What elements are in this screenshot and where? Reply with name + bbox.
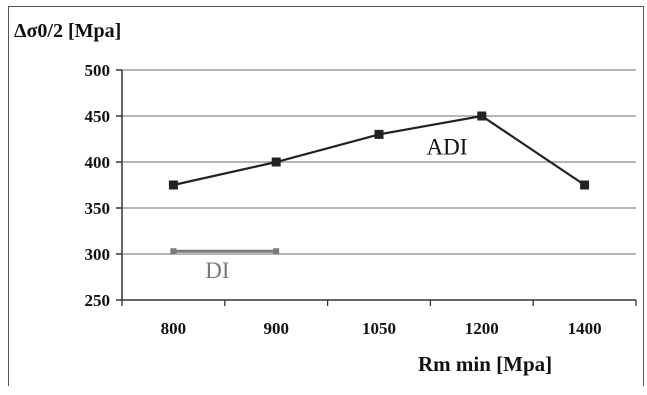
x-tick-label-800: 800 <box>161 319 187 338</box>
data-point-adi <box>271 157 281 167</box>
gridlines <box>122 69 636 255</box>
data-point-adi <box>374 129 384 139</box>
chart-frame <box>8 6 644 386</box>
y-tick-label: 400 <box>85 153 111 172</box>
data-point-di <box>273 248 280 255</box>
data-point-di <box>170 248 177 255</box>
data-point-adi <box>477 111 487 121</box>
y-tick-label: 300 <box>85 245 111 264</box>
y-tick-label: 450 <box>85 107 111 126</box>
y-tick-label: 500 <box>85 61 111 80</box>
data-point-adi <box>168 180 178 190</box>
y-axis-title: Δσ0/2 [Mpa] <box>14 20 122 42</box>
series-label-di: DI <box>205 258 229 283</box>
series-label-adi: ADI <box>427 134 468 159</box>
x-axis-title: Rm min [Mpa] <box>418 352 553 376</box>
axes <box>116 69 637 306</box>
y-tick-label: 350 <box>85 199 111 218</box>
x-tick-label-1050: 1050 <box>362 319 396 338</box>
series: ADI DI <box>168 111 590 283</box>
x-tick-label-900: 900 <box>263 319 289 338</box>
data-point-adi <box>580 180 590 190</box>
x-tick-label-1200: 1200 <box>465 319 499 338</box>
x-tick-label-1400: 1400 <box>568 319 602 338</box>
y-tick-label: 250 <box>85 291 111 310</box>
tick-labels: 250 300 350 400 450 500 800 900 1050 1200 1400 <box>85 61 602 338</box>
series-line-adi <box>173 114 586 187</box>
